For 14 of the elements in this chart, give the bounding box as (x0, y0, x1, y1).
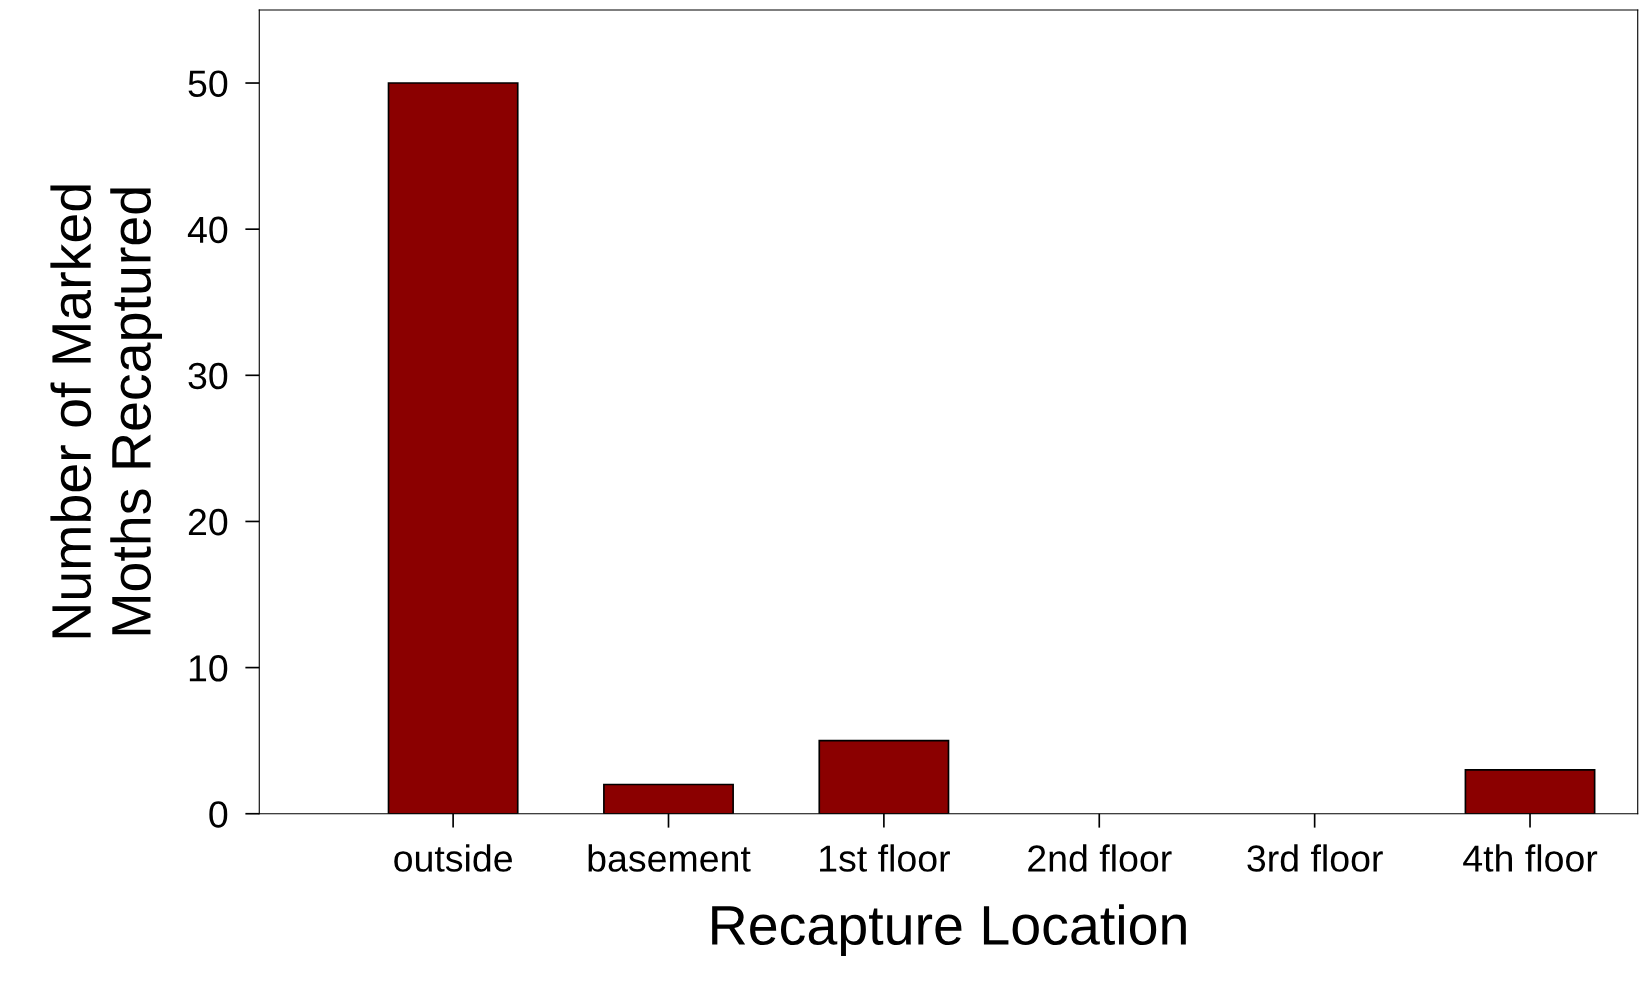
y-tick-label: 0 (209, 801, 228, 828)
y-tick-label: 50 (188, 70, 228, 97)
x-tick-label: basement (588, 844, 751, 872)
y-axis-title: Number of Marked Moths Recaptured (50, 185, 163, 638)
y-tick-label: 40 (187, 216, 228, 244)
y-tick-label: 20 (188, 508, 228, 536)
x-tick-label: outside (394, 844, 512, 872)
x-tick-label: 4th floor (1463, 844, 1598, 872)
x-axis-title: Recapture Location (712, 904, 1186, 957)
y-tick-label: 30 (188, 362, 228, 390)
x-tick-label: 1st floor (820, 844, 950, 872)
y-tick-label: 10 (189, 654, 228, 682)
x-tick-label: 2nd floor (1028, 844, 1172, 872)
x-tick-label: 3rd floor (1247, 844, 1383, 872)
